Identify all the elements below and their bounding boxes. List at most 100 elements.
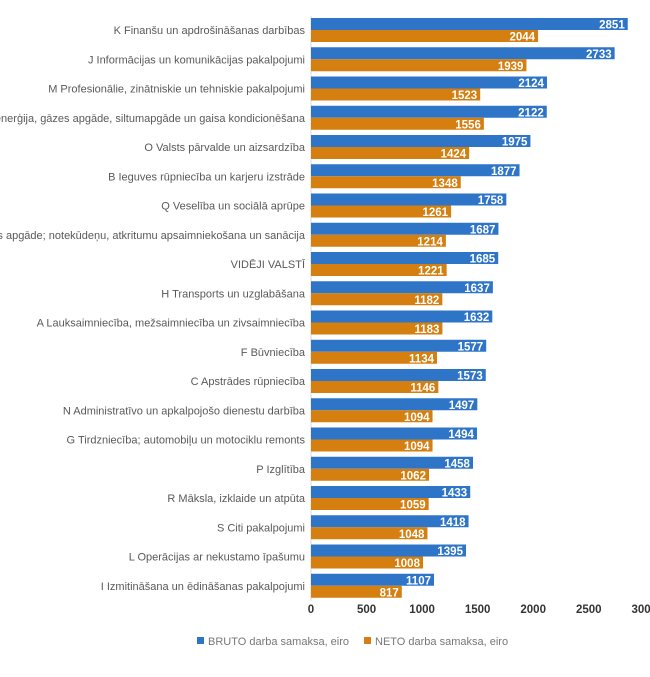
x-tick-label: 2000 bbox=[520, 604, 546, 616]
data-label: 2044 bbox=[509, 32, 535, 44]
x-tick-label: 1000 bbox=[409, 604, 435, 616]
neto-bar bbox=[311, 88, 481, 101]
data-label: 1632 bbox=[464, 312, 490, 324]
data-label: 1134 bbox=[409, 353, 435, 365]
data-label: 1182 bbox=[414, 295, 439, 307]
data-label: 1975 bbox=[502, 137, 528, 149]
category-label: Q Veselība un sociālā aprūpe bbox=[161, 201, 305, 213]
neto-bar bbox=[311, 381, 439, 393]
neto-bar bbox=[311, 410, 433, 423]
bruto-bar bbox=[311, 339, 487, 352]
data-label: 2124 bbox=[518, 78, 544, 90]
bruto-bar bbox=[311, 515, 469, 528]
category-label: roenerģija, gāzes apgāde, siltumapgāde u… bbox=[0, 112, 306, 125]
data-label: 1214 bbox=[417, 236, 443, 248]
category-label: VIDĒJI VALSTĪ bbox=[231, 259, 306, 271]
data-label: 1146 bbox=[410, 383, 435, 395]
data-label: 1687 bbox=[470, 224, 496, 236]
category-label: H Transports un uzglabāšana bbox=[161, 288, 306, 300]
bruto-bar bbox=[311, 369, 486, 381]
bruto-bar bbox=[311, 281, 493, 294]
bruto-bar bbox=[311, 135, 531, 147]
neto-bar bbox=[311, 527, 428, 540]
neto-bar bbox=[311, 176, 461, 189]
neto-bar bbox=[311, 439, 433, 452]
data-label: 1048 bbox=[399, 529, 425, 541]
data-label: 1497 bbox=[449, 400, 475, 412]
data-label: 1573 bbox=[457, 371, 483, 383]
category-label: M Profesionālie, zinātniskie un tehniski… bbox=[48, 84, 305, 96]
bruto-bar bbox=[311, 398, 478, 411]
neto-bar bbox=[311, 498, 429, 510]
category-label: O Valsts pārvalde un aizsardzība bbox=[144, 142, 305, 154]
category-label: P Izglītība bbox=[256, 464, 306, 476]
category-label: J Informācijas un komunikācijas pakalpoj… bbox=[88, 54, 305, 66]
bruto-bar bbox=[311, 18, 628, 30]
neto-bar bbox=[311, 59, 527, 72]
data-label: 1348 bbox=[432, 178, 458, 190]
neto-bar bbox=[311, 556, 423, 569]
category-label: I Izmitināšana un ēdināšanas pakalpojumi bbox=[101, 581, 305, 593]
category-label: G Tirdzniecība; automobiļu un motociklu … bbox=[67, 435, 306, 447]
data-label: 1433 bbox=[442, 488, 468, 500]
category-label: N Administratīvo un apkalpojošo dienestu… bbox=[63, 405, 306, 417]
data-label: 817 bbox=[380, 587, 399, 599]
neto-bar bbox=[311, 468, 429, 481]
bruto-bar bbox=[311, 544, 466, 557]
bruto-bar bbox=[311, 222, 499, 235]
data-label: 2733 bbox=[586, 49, 612, 61]
category-label: C Apstrādes rūpniecība bbox=[191, 376, 306, 388]
bruto-bar bbox=[311, 427, 477, 440]
bruto-bar bbox=[311, 456, 473, 469]
data-label: 1494 bbox=[448, 429, 474, 441]
x-tick-label: 0 bbox=[308, 604, 314, 616]
neto-bar bbox=[311, 30, 539, 42]
data-label: 1107 bbox=[406, 575, 431, 587]
data-label: 1094 bbox=[404, 441, 430, 453]
data-label: 1556 bbox=[455, 119, 481, 131]
data-label: 1221 bbox=[418, 266, 444, 278]
neto-bar bbox=[311, 322, 443, 335]
data-label: 1418 bbox=[440, 517, 466, 529]
category-label: ns apgāde; notekūdeņu, atkritumu apsaimn… bbox=[0, 230, 306, 242]
category-label: F Būvniecība bbox=[241, 347, 306, 359]
data-label: 1523 bbox=[452, 90, 478, 102]
data-label: 2851 bbox=[599, 20, 625, 32]
legend-swatch bbox=[364, 637, 371, 644]
bruto-bar bbox=[311, 47, 615, 60]
data-label: 2122 bbox=[518, 107, 544, 119]
bruto-bar bbox=[311, 310, 493, 323]
data-label: 1877 bbox=[491, 166, 517, 178]
data-label: 1758 bbox=[478, 195, 504, 207]
neto-bar bbox=[311, 585, 402, 598]
neto-bar bbox=[311, 234, 446, 247]
data-label: 1062 bbox=[400, 470, 426, 482]
data-label: 1637 bbox=[464, 283, 490, 295]
bruto-bar bbox=[311, 573, 434, 586]
bruto-bar bbox=[311, 193, 507, 206]
data-label: 1458 bbox=[444, 458, 470, 470]
data-label: 1059 bbox=[400, 500, 426, 512]
category-label: B Ieguves rūpniecība un karjeru izstrāde bbox=[108, 171, 305, 183]
category-label: A Lauksaimniecība, mežsaimniecība un ziv… bbox=[37, 318, 306, 330]
data-label: 1183 bbox=[414, 324, 439, 336]
data-label: 1395 bbox=[437, 546, 463, 558]
data-label: 1577 bbox=[458, 341, 484, 353]
neto-bar bbox=[311, 264, 447, 276]
legend-entry: BRUTO darba samaksa, eiro bbox=[208, 636, 349, 648]
bruto-bar bbox=[311, 105, 547, 118]
category-label: K Finanšu un apdrošināšanas darbības bbox=[114, 25, 306, 37]
legend-entry: NETO darba samaksa, eiro bbox=[375, 636, 508, 648]
data-label: 1094 bbox=[404, 412, 430, 424]
data-label: 1939 bbox=[498, 61, 524, 73]
legend-swatch bbox=[197, 637, 204, 644]
data-label: 1008 bbox=[394, 558, 420, 570]
data-label: 1685 bbox=[470, 254, 496, 266]
bruto-bar bbox=[311, 164, 520, 177]
neto-bar bbox=[311, 147, 470, 159]
data-label: 1261 bbox=[423, 207, 449, 219]
bruto-bar bbox=[311, 252, 499, 264]
category-label: S Citi pakalpojumi bbox=[217, 522, 305, 534]
neto-bar bbox=[311, 117, 484, 130]
